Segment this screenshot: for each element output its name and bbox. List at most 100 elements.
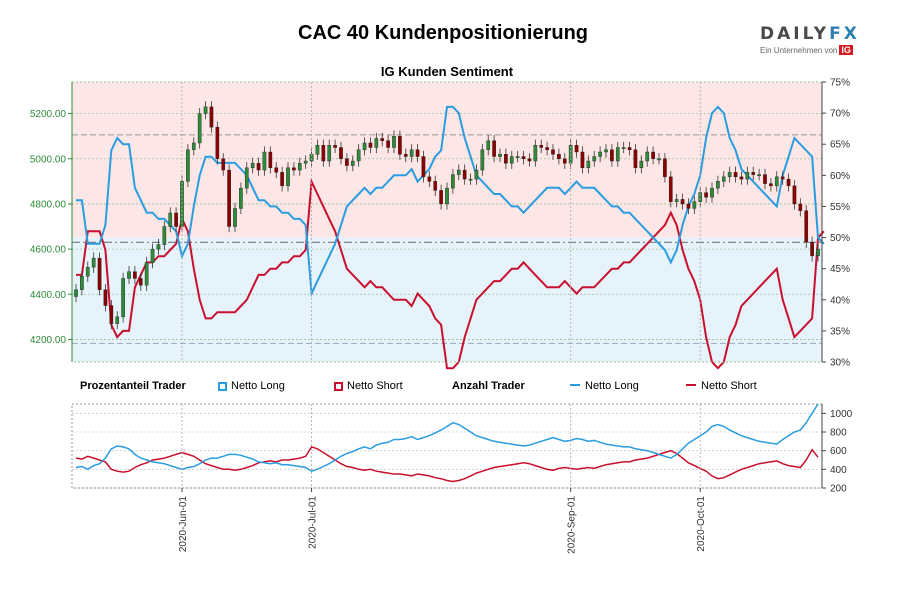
- x-tick-label: 2020-Jun-01: [178, 496, 189, 553]
- candle: [621, 141, 626, 154]
- candle: [121, 272, 125, 323]
- candle: [657, 153, 661, 165]
- candle-body: [368, 142, 373, 148]
- candle-body: [256, 163, 261, 171]
- candle-body: [509, 156, 514, 164]
- candle-body: [227, 169, 231, 227]
- candle-body: [686, 203, 691, 209]
- bottom-panel-frame: [71, 403, 823, 489]
- candle-body: [409, 149, 414, 157]
- candle-body: [221, 158, 226, 171]
- percent-tick-label: 45%: [830, 264, 850, 275]
- candle-body: [392, 135, 396, 148]
- candle: [150, 243, 155, 269]
- candle-body: [327, 145, 332, 162]
- legend-group-count: Anzahl Trader: [452, 380, 525, 392]
- candle: [763, 168, 767, 190]
- candle-body: [633, 149, 638, 169]
- price-tick-label: 5000.00: [30, 154, 67, 165]
- legend-item-count-short: Netto Short: [686, 380, 757, 392]
- candle-body: [197, 113, 202, 144]
- x-tick-label: 2020-Oct-01: [696, 496, 707, 552]
- candle: [297, 157, 302, 176]
- series-line-netto-short-count: [75, 446, 819, 483]
- candle: [615, 141, 620, 167]
- candle: [374, 132, 379, 154]
- candle: [256, 157, 261, 176]
- candle-body: [733, 172, 738, 178]
- candle-body: [668, 176, 673, 202]
- candle-body: [398, 135, 402, 155]
- candle-body: [780, 176, 785, 180]
- candle-body: [74, 289, 78, 297]
- candle-body: [85, 266, 90, 277]
- candle-body: [209, 106, 214, 128]
- candle: [745, 166, 750, 185]
- candle: [462, 164, 467, 185]
- candle: [227, 164, 231, 233]
- candle-body: [816, 248, 820, 257]
- candle-body: [757, 174, 761, 176]
- candle: [480, 144, 485, 176]
- candle: [504, 148, 508, 169]
- candle: [233, 202, 237, 233]
- candle: [115, 311, 120, 330]
- candle: [769, 177, 773, 192]
- candle: [562, 153, 567, 169]
- candle-body: [721, 176, 726, 182]
- candle: [545, 141, 549, 156]
- candle: [498, 148, 502, 163]
- candle-body: [645, 151, 650, 162]
- candle-body: [138, 278, 143, 286]
- candle: [704, 187, 708, 203]
- candle-body: [804, 210, 809, 243]
- candle-body: [657, 158, 661, 161]
- candle-body: [415, 149, 420, 157]
- candle-body: [480, 149, 485, 171]
- candle: [515, 150, 520, 163]
- price-tick-label: 4800.00: [30, 199, 67, 210]
- candle-body: [174, 212, 178, 227]
- candle: [645, 146, 650, 167]
- price-tick-label: 4400.00: [30, 290, 67, 301]
- candle-body: [292, 167, 296, 171]
- candle: [427, 171, 432, 187]
- candle: [433, 175, 438, 197]
- candle-body: [704, 192, 708, 198]
- candle: [191, 137, 196, 156]
- long-zone-background: [72, 237, 822, 362]
- candle: [757, 168, 761, 181]
- candle-body: [557, 154, 561, 159]
- candle: [168, 207, 173, 233]
- candle-body: [150, 248, 155, 263]
- legend-item-pct-short: Netto Short: [334, 380, 403, 392]
- candle-body: [427, 176, 432, 182]
- candle: [85, 261, 90, 282]
- candle-body: [362, 142, 367, 150]
- candle: [716, 175, 720, 194]
- candle: [203, 101, 208, 120]
- legend: Prozentanteil Trader Netto Long Netto Sh…: [0, 380, 900, 396]
- candle: [286, 162, 290, 192]
- candle: [274, 162, 279, 178]
- candle-body: [574, 145, 579, 153]
- candle-body: [562, 158, 567, 164]
- candle: [774, 171, 779, 192]
- legend-group-percent: Prozentanteil Trader: [80, 380, 186, 392]
- candle-body: [115, 316, 120, 324]
- candle-body: [156, 244, 161, 250]
- candle-body: [515, 156, 520, 158]
- candle-body: [592, 156, 597, 162]
- candle-body: [674, 199, 679, 202]
- candle-body: [262, 151, 267, 171]
- candle: [792, 180, 797, 210]
- candle: [339, 141, 343, 165]
- candle: [798, 198, 803, 217]
- candle: [627, 141, 632, 156]
- candle-body: [527, 158, 532, 162]
- candle: [368, 137, 373, 154]
- candle-body: [127, 271, 131, 279]
- candle-body: [286, 167, 290, 187]
- candle: [103, 284, 108, 312]
